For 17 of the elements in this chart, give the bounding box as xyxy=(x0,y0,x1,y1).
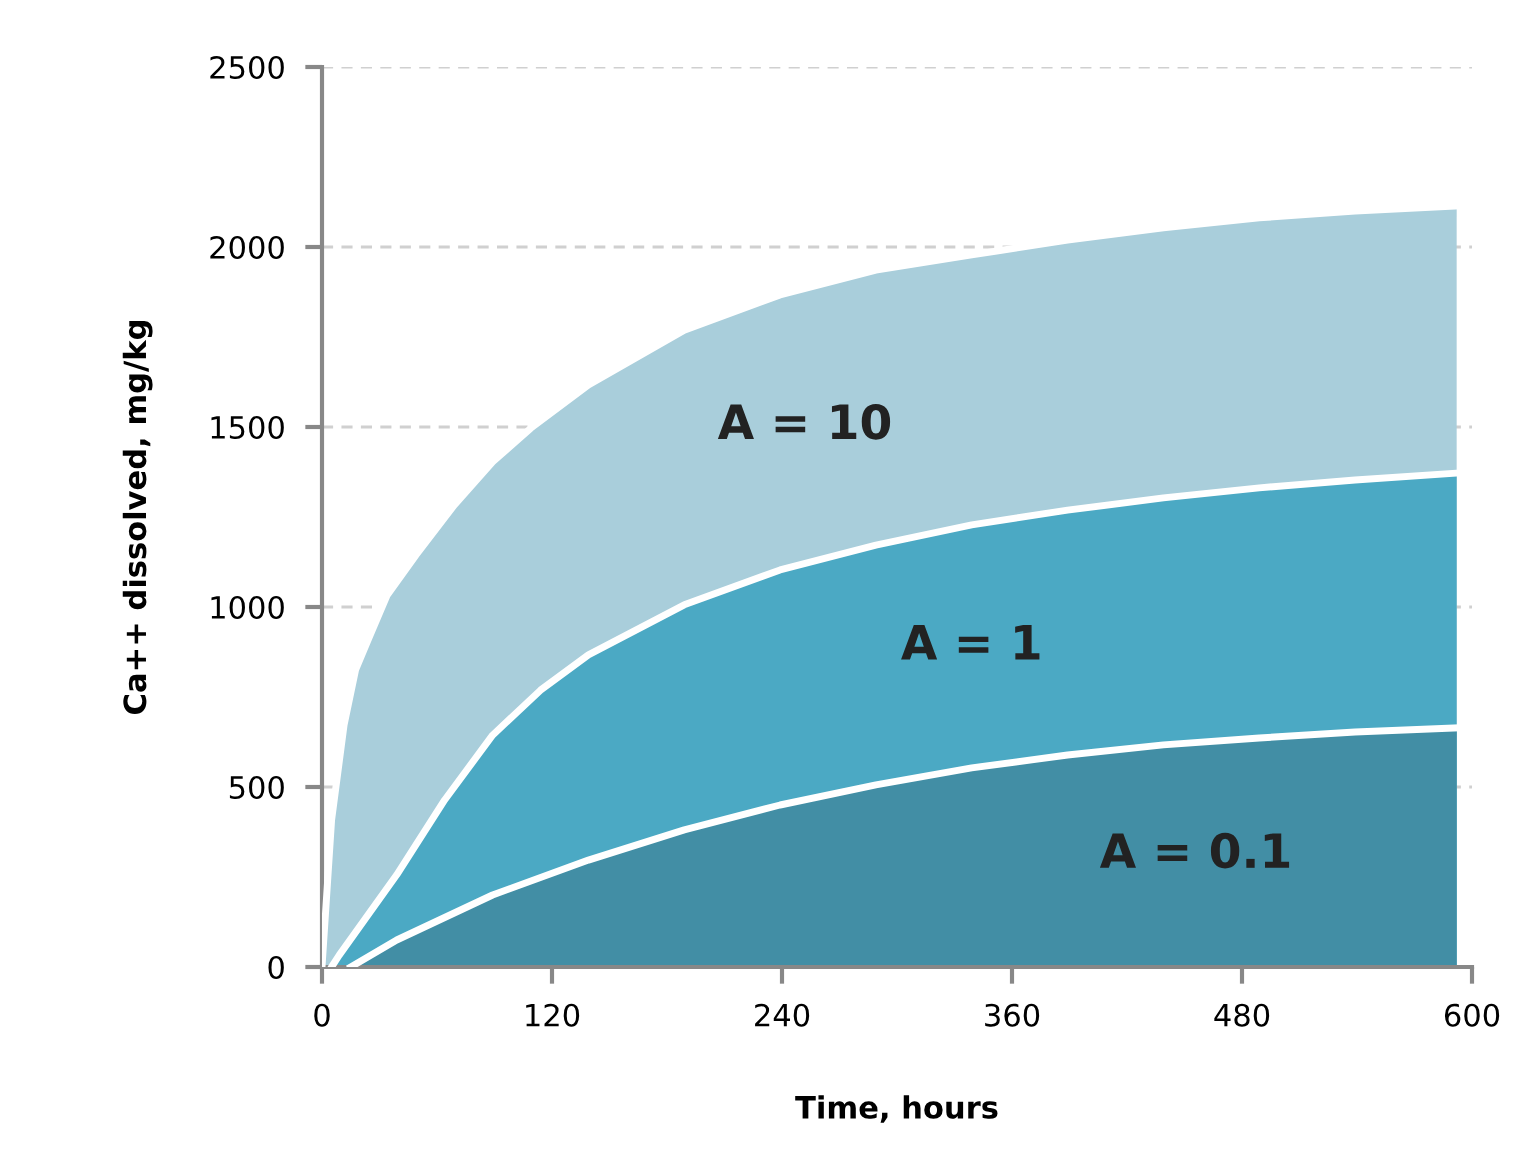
x-tick-label: 120 xyxy=(526,1003,580,1027)
series-label: A = 10 xyxy=(717,403,891,440)
x-tick-label: 600 xyxy=(1444,1003,1500,1027)
y-tick-label: 1500 xyxy=(211,415,284,440)
x-tick-label: 240 xyxy=(755,1003,810,1027)
y-tick-label: 1000 xyxy=(211,595,284,620)
x-tick-label: 0 xyxy=(314,1003,330,1027)
x-tick-label: 480 xyxy=(1214,1003,1270,1027)
y-tick-label: 2500 xyxy=(210,55,284,80)
series-label: A = 1 xyxy=(901,625,1040,660)
y-tick-label: 500 xyxy=(229,775,284,800)
y-tick-label: 0 xyxy=(268,955,284,980)
x-tick-label: 360 xyxy=(985,1003,1040,1027)
series-label: A = 0.1 xyxy=(1099,832,1290,869)
y-axis-title: Ca++ dissolved, mg/kg xyxy=(122,321,153,714)
x-axis-title: Time, hours xyxy=(795,1095,998,1123)
y-tick-label: 2000 xyxy=(210,235,284,260)
